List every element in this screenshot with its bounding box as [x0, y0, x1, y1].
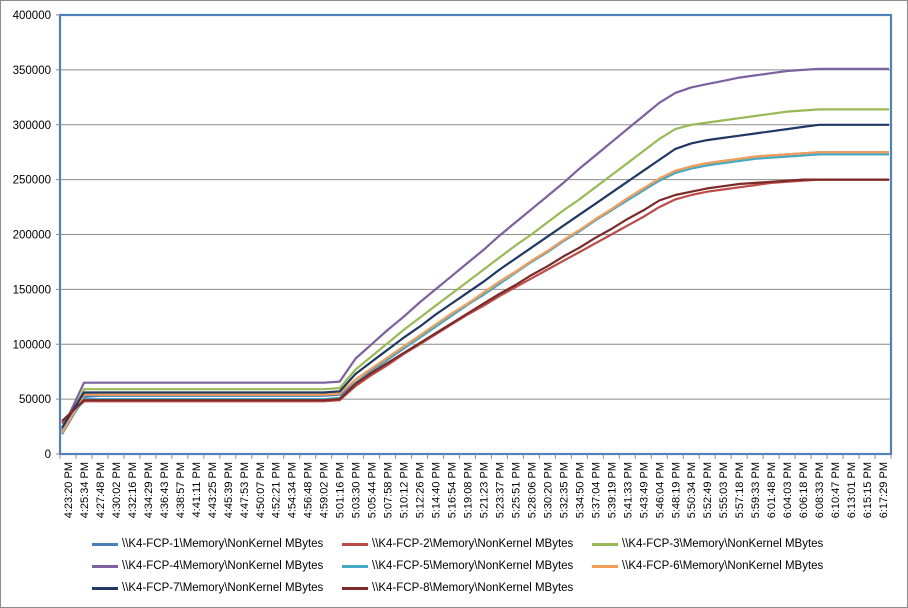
x-tick-label: 5:41:33 PM [622, 462, 634, 518]
x-tick-label: 5:16:54 PM [447, 462, 459, 518]
legend-swatch [342, 542, 368, 546]
x-tick-label: 5:46:04 PM [654, 462, 666, 518]
legend-item: \\K4-FCP-3\Memory\NonKernel MBytes [592, 535, 823, 553]
x-tick-label: 5:10:12 PM [399, 462, 411, 518]
x-tick-label: 4:54:34 PM [287, 462, 299, 518]
legend-label: \\K4-FCP-2\Memory\NonKernel MBytes [372, 538, 574, 550]
series-line-7 [61, 123, 889, 429]
x-tick-label: 6:01:48 PM [766, 462, 778, 518]
x-tick-label: 5:01:16 PM [335, 462, 347, 518]
x-tick-label: 4:41:11 PM [191, 462, 203, 517]
legend-item: \\K4-FCP-1\Memory\NonKernel MBytes [92, 535, 323, 553]
x-tick-label: 5:03:30 PM [351, 462, 363, 518]
x-tick-label: 5:55:03 PM [718, 462, 730, 518]
x-tick-label: 5:14:40 PM [431, 462, 443, 518]
legend-label: \\K4-FCP-1\Memory\NonKernel MBytes [122, 538, 324, 550]
x-tick-label: 5:28:06 PM [526, 462, 538, 518]
legend-label: \\K4-FCP-3\Memory\NonKernel MBytes [622, 538, 824, 550]
legend-swatch [592, 564, 618, 568]
x-tick-label: 4:30:02 PM [111, 462, 123, 518]
y-tick-label: 400000 [13, 10, 51, 22]
x-tick-label: 4:59:02 PM [319, 462, 331, 518]
legend-label: \\K4-FCP-8\Memory\NonKernel MBytes [372, 582, 574, 594]
legend-swatch [342, 586, 368, 590]
legend-item: \\K4-FCP-8\Memory\NonKernel MBytes [342, 579, 573, 597]
x-tick-label: 5:50:34 PM [686, 462, 698, 518]
x-tick-label: 5:21:23 PM [478, 462, 490, 518]
x-tick-label: 5:48:19 PM [670, 462, 682, 518]
x-tick-label: 5:37:04 PM [590, 462, 602, 518]
x-tick-label: 4:38:57 PM [175, 462, 187, 518]
legend-item: \\K4-FCP-5\Memory\NonKernel MBytes [342, 557, 573, 575]
x-tick-label: 4:50:07 PM [255, 462, 267, 518]
legend-item: \\K4-FCP-7\Memory\NonKernel MBytes [92, 579, 323, 597]
x-tick-label: 6:15:15 PM [862, 462, 874, 518]
series-line-3 [61, 108, 889, 433]
x-tick-label: 5:12:26 PM [415, 462, 427, 518]
y-tick-label: 50000 [19, 394, 51, 406]
legend-item: \\K4-FCP-6\Memory\NonKernel MBytes [592, 557, 823, 575]
legend-label: \\K4-FCP-5\Memory\NonKernel MBytes [372, 560, 574, 572]
y-tick-label: 250000 [13, 175, 51, 187]
x-tick-label: 4:27:48 PM [95, 462, 107, 518]
y-tick-label: 300000 [13, 120, 51, 132]
x-tick-label: 6:17:29 PM [878, 462, 890, 518]
x-tick-label: 5:43:49 PM [638, 462, 650, 518]
y-tick-label: 150000 [13, 284, 51, 296]
y-tick-label: 200000 [13, 230, 51, 242]
x-tick-label: 6:08:33 PM [814, 462, 826, 518]
y-tick-label: 350000 [13, 65, 51, 77]
x-tick-label: 5:07:58 PM [383, 462, 395, 518]
x-tick-label: 5:25:51 PM [510, 462, 522, 518]
x-tick-label: 4:47:53 PM [239, 462, 251, 518]
x-tick-label: 4:23:20 PM [63, 462, 75, 518]
x-tick-label: 5:34:50 PM [574, 462, 586, 518]
legend-swatch [592, 542, 618, 546]
legend-swatch [342, 564, 368, 568]
series-line-4 [61, 67, 889, 431]
legend-swatch [92, 542, 118, 546]
x-tick-label: 4:25:34 PM [79, 462, 91, 518]
y-tick-label: 0 [45, 449, 51, 461]
legend-label: \\K4-FCP-6\Memory\NonKernel MBytes [622, 560, 824, 572]
series-line-8 [61, 178, 889, 422]
x-tick-label: 4:36:43 PM [159, 462, 171, 518]
x-tick-label: 4:56:48 PM [303, 462, 315, 518]
x-tick-label: 4:52:21 PM [271, 462, 283, 518]
x-tick-label: 5:32:35 PM [558, 462, 570, 518]
x-tick-label: 5:19:08 PM [463, 462, 475, 518]
x-tick-label: 6:13:01 PM [846, 462, 858, 518]
x-tick-label: 4:43:25 PM [207, 462, 219, 518]
legend-swatch [92, 586, 118, 590]
legend-item: \\K4-FCP-4\Memory\NonKernel MBytes [92, 557, 323, 575]
x-tick-label: 6:10:47 PM [830, 462, 842, 518]
x-tick-label: 4:32:16 PM [127, 462, 139, 518]
x-tick-label: 6:04:03 PM [782, 462, 794, 518]
x-tick-label: 5:30:20 PM [542, 462, 554, 518]
x-tick-label: 5:52:49 PM [702, 462, 714, 518]
legend: \\K4-FCP-1\Memory\NonKernel MBytes \\K4-F… [92, 535, 882, 601]
x-tick-label: 4:34:29 PM [143, 462, 155, 518]
legend-label: \\K4-FCP-7\Memory\NonKernel MBytes [122, 582, 324, 594]
x-tick-label: 6:06:18 PM [798, 462, 810, 518]
x-tick-label: 5:05:44 PM [367, 462, 379, 518]
x-tick-label: 5:57:18 PM [734, 462, 746, 518]
legend-swatch [92, 564, 118, 568]
legend-item: \\K4-FCP-2\Memory\NonKernel MBytes [342, 535, 573, 553]
y-tick-label: 100000 [13, 339, 51, 351]
series-line-6 [61, 151, 889, 434]
x-tick-label: 5:23:37 PM [494, 462, 506, 518]
x-tick-label: 5:39:19 PM [606, 462, 618, 518]
legend-label: \\K4-FCP-4\Memory\NonKernel MBytes [122, 560, 324, 572]
x-tick-label: 4:45:39 PM [223, 462, 235, 518]
x-tick-label: 5:59:33 PM [750, 462, 762, 518]
